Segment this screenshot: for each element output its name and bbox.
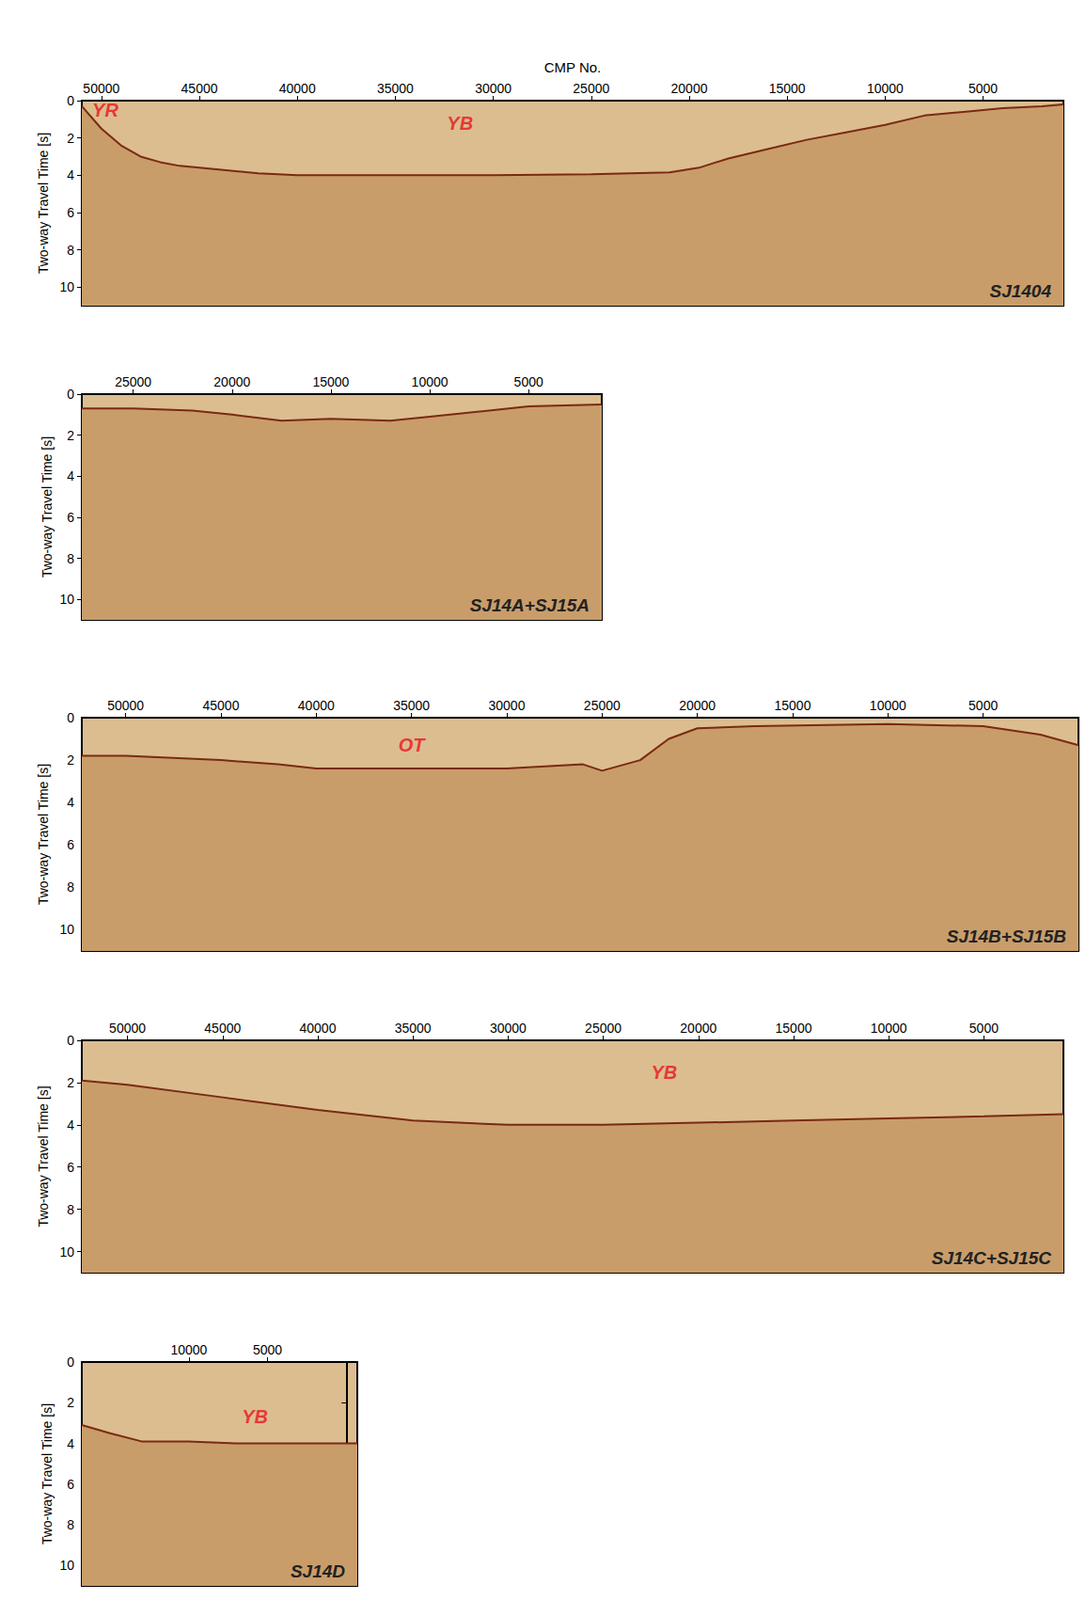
svg-text:0: 0 [66, 709, 75, 725]
svg-text:25000: 25000 [572, 80, 610, 96]
svg-text:0: 0 [66, 1032, 75, 1048]
svg-text:Two-way Travel Time [s]: Two-way Travel Time [s] [39, 1402, 55, 1544]
svg-text:Two-way Travel Time [s]: Two-way Travel Time [s] [39, 436, 55, 578]
svg-text:4: 4 [66, 1435, 75, 1451]
svg-text:10000: 10000 [869, 697, 907, 713]
svg-text:10: 10 [59, 591, 75, 607]
svg-text:15000: 15000 [775, 1020, 813, 1036]
svg-text:8: 8 [66, 1201, 75, 1217]
svg-text:25000: 25000 [584, 1020, 622, 1036]
svg-text:5000: 5000 [252, 1341, 283, 1357]
svg-text:5000: 5000 [968, 697, 998, 713]
svg-text:SJ14D: SJ14D [290, 1560, 346, 1581]
svg-text:30000: 30000 [489, 1020, 527, 1036]
svg-text:6: 6 [66, 1159, 75, 1175]
svg-text:6: 6 [66, 204, 75, 221]
svg-text:45000: 45000 [204, 1020, 241, 1036]
svg-text:0: 0 [66, 386, 75, 402]
svg-text:10000: 10000 [170, 1341, 207, 1357]
svg-text:Two-way Travel Time [s]: Two-way Travel Time [s] [35, 1085, 51, 1227]
svg-text:45000: 45000 [181, 80, 219, 96]
svg-text:10: 10 [59, 921, 75, 937]
svg-text:50000: 50000 [107, 697, 144, 713]
svg-text:5000: 5000 [514, 374, 544, 390]
svg-text:15000: 15000 [312, 374, 349, 390]
svg-text:20000: 20000 [678, 697, 716, 713]
svg-text:25000: 25000 [583, 697, 621, 713]
svg-text:CMP No.: CMP No. [544, 59, 602, 76]
svg-text:0: 0 [66, 1353, 75, 1370]
svg-text:45000: 45000 [202, 697, 239, 713]
svg-text:SJ14C+SJ15C: SJ14C+SJ15C [931, 1247, 1053, 1268]
svg-text:35000: 35000 [377, 80, 414, 96]
svg-text:SJ14B+SJ15B: SJ14B+SJ15B [946, 926, 1068, 946]
svg-text:2: 2 [66, 427, 75, 443]
svg-text:10000: 10000 [411, 374, 449, 390]
svg-text:YB: YB [446, 112, 473, 134]
svg-text:4: 4 [66, 1117, 75, 1133]
svg-text:8: 8 [66, 550, 75, 567]
svg-text:40000: 40000 [299, 1020, 337, 1036]
svg-text:40000: 40000 [298, 697, 335, 713]
svg-text:4: 4 [66, 167, 75, 183]
svg-text:40000: 40000 [279, 80, 316, 96]
svg-text:0: 0 [66, 93, 75, 109]
svg-text:35000: 35000 [393, 697, 430, 713]
svg-text:YB: YB [650, 1061, 677, 1083]
svg-text:50000: 50000 [82, 80, 120, 96]
svg-text:8: 8 [66, 242, 75, 258]
svg-text:5000: 5000 [968, 80, 998, 96]
svg-text:20000: 20000 [213, 374, 251, 390]
svg-text:10: 10 [59, 1243, 75, 1260]
svg-text:YR: YR [92, 99, 119, 121]
svg-text:25000: 25000 [114, 374, 152, 390]
svg-text:5000: 5000 [969, 1020, 999, 1036]
svg-text:10000: 10000 [866, 80, 904, 96]
svg-text:Two-way Travel Time [s]: Two-way Travel Time [s] [35, 763, 51, 905]
svg-text:SJ1404: SJ1404 [989, 281, 1052, 301]
svg-text:8: 8 [66, 1516, 75, 1532]
svg-text:6: 6 [66, 509, 75, 525]
svg-text:50000: 50000 [109, 1020, 146, 1036]
svg-text:10: 10 [59, 1557, 75, 1573]
svg-text:6: 6 [66, 836, 75, 852]
svg-text:2: 2 [66, 752, 75, 768]
svg-text:OT: OT [398, 734, 427, 756]
svg-text:4: 4 [66, 794, 75, 810]
svg-text:2: 2 [66, 1394, 75, 1410]
svg-text:YB: YB [241, 1405, 268, 1427]
svg-text:10000: 10000 [870, 1020, 908, 1036]
svg-text:8: 8 [66, 879, 75, 895]
svg-text:15000: 15000 [769, 80, 806, 96]
svg-text:2: 2 [66, 130, 75, 146]
svg-text:Two-way Travel Time [s]: Two-way Travel Time [s] [35, 132, 51, 274]
svg-text:6: 6 [66, 1476, 75, 1492]
svg-text:2: 2 [66, 1074, 75, 1090]
svg-text:30000: 30000 [474, 80, 512, 96]
svg-text:35000: 35000 [394, 1020, 432, 1036]
svg-text:4: 4 [66, 468, 75, 484]
svg-text:30000: 30000 [488, 697, 526, 713]
svg-text:20000: 20000 [671, 80, 709, 96]
svg-text:SJ14A+SJ15A: SJ14A+SJ15A [470, 595, 590, 615]
svg-text:20000: 20000 [679, 1020, 717, 1036]
svg-text:10: 10 [59, 279, 75, 295]
svg-text:15000: 15000 [774, 697, 812, 713]
